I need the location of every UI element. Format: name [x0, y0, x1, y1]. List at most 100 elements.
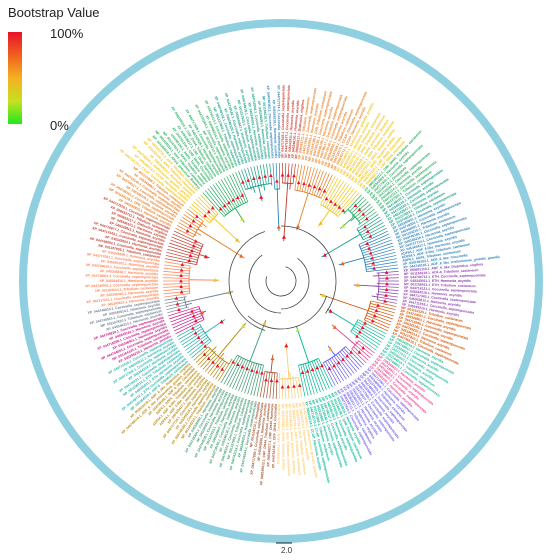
bootstrap-marker	[203, 344, 207, 348]
leaf-branch	[380, 311, 394, 317]
bootstrap-marker	[363, 224, 367, 229]
leaf-branch	[187, 344, 199, 354]
internal-branch	[187, 245, 201, 252]
leaf-label: NP_001164210.1_Tribolium_castaneum	[261, 96, 271, 159]
internal-branch	[252, 363, 258, 378]
leaf-branch	[284, 380, 287, 399]
bootstrap-marker	[280, 384, 285, 389]
leaf-branch	[351, 201, 369, 217]
bootstrap-marker	[200, 310, 205, 315]
leaf-branch	[299, 165, 306, 191]
leaf-branch	[176, 224, 197, 236]
internal-branch	[364, 255, 382, 261]
internal-branch	[323, 362, 328, 370]
internal-branch	[337, 352, 341, 357]
leaf-label: XP_044717543.1_Coccinella_septempunctata	[281, 85, 286, 158]
internal-branch	[358, 224, 369, 232]
leaf-label: XP_045343813.1_Harmonia_axyridis	[101, 296, 160, 308]
bootstrap-marker	[333, 202, 338, 206]
bootstrap-marker	[355, 283, 360, 287]
bootstrap-marker	[353, 203, 358, 208]
leaf-branch	[304, 166, 309, 180]
leaf-branch	[325, 174, 333, 188]
bootstrap-marker	[239, 253, 244, 258]
leaf-branch	[163, 283, 190, 285]
leaf-label: NP_001107915.1_AKH1_Tenebrio_molitor	[281, 404, 286, 471]
leaf-branch	[226, 176, 234, 189]
leaf-branch	[375, 258, 397, 264]
bootstrap-marker	[211, 360, 215, 364]
leaf-branch	[299, 371, 306, 397]
internal-branch	[222, 357, 224, 360]
leaf-branch	[375, 242, 393, 250]
internal-branch	[358, 219, 361, 222]
bootstrap-marker	[179, 268, 184, 272]
leaf-label: XP_045343612.1_Harmonia_axyridis	[403, 296, 462, 308]
bootstrap-marker	[175, 301, 180, 306]
internal-branch	[265, 371, 268, 384]
internal-branch	[210, 209, 217, 216]
internal-branch	[325, 361, 332, 373]
leaf-branch	[172, 233, 197, 245]
internal-branch	[298, 365, 301, 372]
bootstrap-marker	[191, 219, 196, 223]
leaf-label: XP_044717714.1_Coccinella_septempunctata	[276, 85, 281, 158]
internal-branch	[259, 364, 262, 371]
internal-branch	[185, 303, 192, 306]
leaf-branch	[172, 320, 190, 329]
internal-branch	[316, 359, 320, 366]
bootstrap-marker	[345, 353, 350, 358]
bootstrap-marker	[295, 328, 300, 332]
leaf-branch	[215, 182, 224, 195]
bootstrap-marker	[213, 277, 218, 282]
leaf-branch	[171, 236, 193, 246]
scale-bar-label: 2.0	[281, 546, 293, 555]
internal-branch	[360, 233, 365, 236]
internal-branch	[191, 226, 198, 231]
internal-branch	[250, 187, 252, 190]
bootstrap-marker	[179, 284, 183, 288]
leaf-label: XP_050502119.1_ADF_6_like_Diabrotica_vir…	[403, 262, 483, 273]
leaf-branch	[195, 199, 207, 210]
clade-stem	[327, 345, 336, 356]
internal-branch	[243, 183, 246, 190]
internal-branch	[324, 201, 329, 208]
leaf-branch	[336, 184, 350, 203]
bootstrap-marker	[206, 356, 211, 360]
leaf-branch	[373, 227, 387, 235]
bootstrap-marker	[355, 334, 359, 338]
leaf-branch	[309, 368, 318, 394]
leaf-branch	[322, 367, 333, 388]
internal-branch	[253, 180, 257, 187]
internal-branch	[367, 310, 376, 314]
internal-branch	[359, 228, 367, 234]
internal-branch	[363, 255, 370, 259]
bootstrap-marker	[246, 178, 251, 182]
leaf-branch	[256, 374, 262, 397]
bootstrap-marker	[374, 308, 379, 313]
leaf-branch	[356, 332, 379, 349]
internal-branch	[183, 256, 198, 261]
leaf-branch	[316, 374, 324, 392]
bootstrap-marker	[376, 303, 380, 307]
leaf-branch	[253, 166, 259, 184]
leaf-branch	[345, 188, 355, 200]
internal-branch	[240, 358, 244, 364]
clade-stem	[285, 341, 290, 379]
bootstrap-marker	[340, 261, 345, 266]
bootstrap-marker	[210, 205, 215, 210]
leaf-branch	[220, 363, 233, 383]
bootstrap-marker	[384, 270, 389, 274]
leaf-branch	[164, 293, 190, 298]
bootstrap-marker	[188, 223, 193, 228]
leaf-branch	[259, 379, 264, 398]
bootstrap-marker	[385, 281, 389, 286]
leaf-branch	[371, 323, 389, 332]
leaf-branch	[295, 164, 300, 183]
leaf-branch	[327, 179, 342, 202]
bootstrap-marker	[193, 330, 198, 335]
leaf-branch	[166, 251, 185, 258]
bootstrap-marker	[310, 367, 315, 372]
bootstrap-marker	[264, 377, 268, 382]
internal-branch	[252, 186, 256, 193]
